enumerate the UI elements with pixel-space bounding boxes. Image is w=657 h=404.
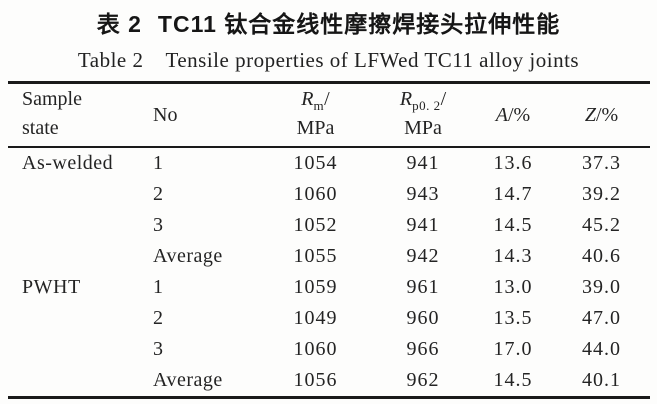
cell-z: 40.6	[582, 245, 621, 267]
cell-rp02: 966	[406, 338, 440, 360]
cell-rp02: 941	[406, 152, 440, 174]
cell-rm: 1052	[293, 214, 338, 236]
header-rp02-unit: MPa	[404, 117, 442, 139]
header-sample-line1: Sample	[22, 88, 82, 110]
cell-no: 3	[153, 338, 164, 360]
table-row: 2 1049 960 13.5 47.0	[8, 303, 650, 334]
table-body: As-welded 1 1054 941 13.6 37.3 2 1060 94…	[8, 147, 650, 398]
cell-z: 40.1	[582, 369, 621, 391]
cell-rm: 1056	[293, 369, 338, 391]
table-title-chinese: 表 2 TC11 钛合金线性摩擦焊接头拉伸性能	[0, 0, 657, 39]
header-row: Sample state No Rm/ MPa Rp0. 2/ MPa	[8, 82, 650, 148]
header-sample-line2: state	[22, 117, 59, 139]
cell-sample-state: As-welded	[22, 152, 114, 174]
table-row: 3 1060 966 17.0 44.0	[8, 334, 650, 365]
table-row: Average 1056 962 14.5 40.1	[8, 365, 650, 398]
header-rp02-mpa: Rp0. 2/ MPa	[373, 82, 473, 148]
cell-z: 39.2	[582, 183, 621, 205]
cell-rm: 1060	[293, 183, 338, 205]
cell-no: 1	[153, 276, 164, 298]
cell-z: 45.2	[582, 214, 621, 236]
table-row: 2 1060 943 14.7 39.2	[8, 179, 650, 210]
cell-sample-state	[8, 210, 133, 241]
cell-z: 37.3	[582, 152, 621, 174]
cell-a: 17.0	[493, 338, 533, 360]
cell-a: 14.3	[493, 245, 533, 267]
cell-rm: 1049	[293, 307, 338, 329]
cell-a: 14.5	[493, 214, 533, 236]
cell-no: 2	[153, 307, 164, 329]
cell-sample-state	[8, 334, 133, 365]
table-title-english-text: Tensile properties of LFWed TC11 alloy j…	[165, 48, 580, 72]
header-sample-state: Sample state	[8, 82, 133, 148]
table-number-chinese: 表 2	[96, 11, 142, 37]
cell-sample-state	[8, 179, 133, 210]
cell-a: 13.5	[493, 307, 533, 329]
cell-rp02: 962	[406, 369, 440, 391]
cell-no: 1	[153, 152, 164, 174]
cell-z: 39.0	[582, 276, 621, 298]
cell-rm: 1054	[293, 152, 338, 174]
cell-no: 3	[153, 214, 164, 236]
cell-z: 44.0	[582, 338, 621, 360]
cell-sample-state	[8, 365, 133, 398]
cell-rm: 1060	[293, 338, 338, 360]
cell-rp02: 961	[406, 276, 440, 298]
cell-no: Average	[153, 245, 223, 267]
cell-sample-state	[8, 241, 133, 272]
header-rm-mpa: Rm/ MPa	[258, 82, 373, 148]
cell-a: 13.6	[493, 152, 533, 174]
cell-z: 47.0	[582, 307, 621, 329]
header-rm-unit: MPa	[296, 117, 335, 139]
cell-a: 14.5	[493, 369, 533, 391]
cell-sample-state: PWHT	[22, 276, 81, 298]
cell-rm: 1059	[293, 276, 338, 298]
table-header: Sample state No Rm/ MPa Rp0. 2/ MPa	[8, 82, 650, 148]
cell-rm: 1055	[293, 245, 338, 267]
cell-no: 2	[153, 183, 164, 205]
table-row: PWHT 1 1059 961 13.0 39.0	[8, 272, 650, 303]
table-row: 3 1052 941 14.5 45.2	[8, 210, 650, 241]
table-number-english: Table 2	[77, 48, 144, 72]
table-title-chinese-text: TC11 钛合金线性摩擦焊接头拉伸性能	[157, 11, 561, 37]
cell-no: Average	[153, 369, 223, 391]
cell-a: 14.7	[493, 183, 533, 205]
table-row: As-welded 1 1054 941 13.6 37.3	[8, 147, 650, 179]
header-rp02-symbol: Rp0. 2/	[399, 88, 447, 113]
cell-sample-state	[8, 303, 133, 334]
table-row: Average 1055 942 14.3 40.6	[8, 241, 650, 272]
header-a-percent: A/%	[473, 82, 553, 148]
cell-a: 13.0	[493, 276, 533, 298]
header-z-percent: Z/%	[553, 82, 650, 148]
cell-rp02: 941	[406, 214, 440, 236]
table-title-english: Table 2 Tensile properties of LFWed TC11 …	[0, 48, 657, 73]
header-no: No	[133, 82, 258, 148]
cell-rp02: 960	[406, 307, 440, 329]
header-rm-symbol: Rm/	[301, 88, 330, 113]
tensile-properties-table: Sample state No Rm/ MPa Rp0. 2/ MPa	[8, 81, 650, 399]
cell-rp02: 942	[406, 245, 440, 267]
cell-rp02: 943	[406, 183, 440, 205]
